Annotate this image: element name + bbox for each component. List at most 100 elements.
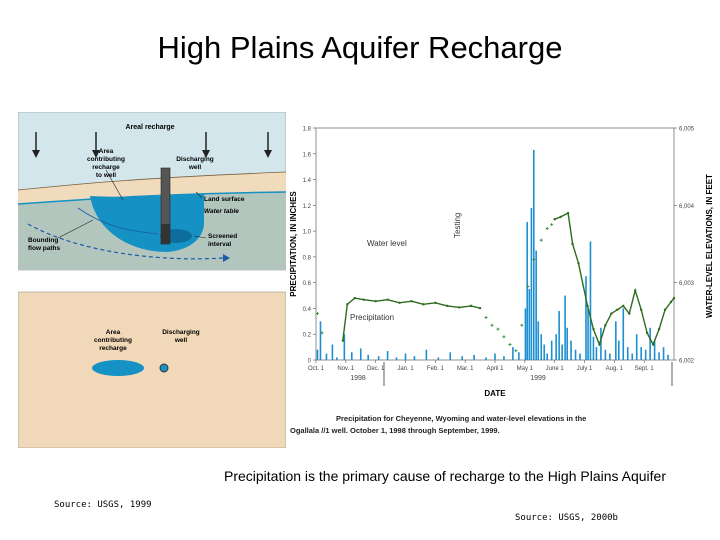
recharge-arrow-icons <box>32 132 272 158</box>
precip-bar <box>667 354 669 360</box>
water-level-point <box>628 312 631 315</box>
bounding-line2: flow paths <box>28 245 61 252</box>
y-tick-label: 1.4 <box>303 178 312 184</box>
water-level-estimated-point <box>532 257 536 261</box>
precip-bar <box>543 344 546 360</box>
water-level-point <box>386 298 389 301</box>
precip-bar <box>574 349 577 360</box>
water-level-series <box>315 211 676 353</box>
discharging-well-line1: Discharging <box>176 156 214 163</box>
x-tick-label: Sept. 1 <box>635 366 655 372</box>
precip-bar <box>653 340 656 360</box>
water-level-estimated-point <box>496 327 500 331</box>
source-left: Source: USGS, 1999 <box>54 500 152 510</box>
precip-bar <box>331 344 334 360</box>
water-level-point <box>362 298 365 301</box>
discharging-well-icon <box>159 363 169 373</box>
precip-bar <box>485 357 487 360</box>
x-tick-label: Nov. 1 <box>337 366 355 372</box>
x-tick-label: Dec. 1 <box>367 366 385 372</box>
precip-bar <box>644 349 647 360</box>
year-label-1999: 1999 <box>530 375 546 382</box>
precip-bar <box>367 354 370 360</box>
water-level-point <box>634 289 637 292</box>
discharging-well-line2: well <box>188 164 201 171</box>
chart-caption-line2: Ogallala //1 well. October 1, 1998 throu… <box>290 426 500 435</box>
water-level-point <box>353 296 356 300</box>
x-tick-label: Aug. 1 <box>606 366 624 372</box>
precip-bar <box>626 347 629 360</box>
water-level-estimated-point <box>514 349 518 353</box>
slide-title: High Plains Aquifer Recharge <box>157 30 563 65</box>
precip-bar <box>386 350 389 360</box>
water-level-point <box>410 300 413 303</box>
y2-tick-label: 6,004 <box>679 204 695 210</box>
y-axis-ticks: 0 0.2 0.4 0.6 0.8 1.0 1.2 1.4 1.6 1.8 <box>303 127 316 365</box>
precip-bar <box>530 207 533 360</box>
precip-bar <box>546 353 549 360</box>
contributing-area-shape <box>92 360 144 376</box>
precip-bar <box>631 353 634 360</box>
water-level-point <box>566 211 570 215</box>
bounding-line1: Bounding <box>28 237 58 244</box>
water-level-estimated-point <box>539 238 543 242</box>
precip-bar <box>535 250 537 360</box>
water-level-point <box>669 300 673 304</box>
cross-section-panel: Areal recharge Area contributing recharg… <box>18 112 286 271</box>
precip-bar <box>336 357 338 360</box>
precip-bar <box>589 241 592 360</box>
water-level-point <box>446 304 449 308</box>
precip-bar <box>449 352 452 360</box>
water-level-point <box>586 304 589 308</box>
y-tick-label: 0.6 <box>303 281 312 287</box>
precip-bar <box>570 340 572 360</box>
plan-area-line3: recharge <box>99 345 127 352</box>
plan-well-line1: Discharging <box>162 329 200 336</box>
land-surface-label: Land surface <box>204 196 245 203</box>
water-level-point <box>478 306 482 310</box>
precip-bar <box>579 353 581 360</box>
precip-bar <box>649 327 651 360</box>
precip-bar <box>566 327 568 360</box>
y-tick-label: 1.0 <box>303 230 312 236</box>
precip-bar <box>595 347 598 360</box>
testing-annotation: Testing <box>453 213 462 238</box>
precip-bar <box>512 347 514 360</box>
y-axis-label: PRECIPITATION, IN INCHES <box>289 191 298 297</box>
water-level-point <box>374 300 377 303</box>
precip-bar <box>600 327 602 360</box>
precip-bar <box>494 353 496 360</box>
y-tick-label: 1.6 <box>303 152 312 158</box>
areal-recharge-label: Areal recharge <box>125 124 174 131</box>
precip-bar <box>395 357 398 360</box>
precip-bar <box>532 149 535 360</box>
precipitation-annotation: Precipitation <box>350 313 394 322</box>
water-level-point <box>469 304 473 308</box>
water-level-estimated-point <box>526 285 530 289</box>
plan-area-line2: contributing <box>94 337 132 344</box>
contributing-line1: Area <box>99 148 114 155</box>
year-label-1998: 1998 <box>350 375 366 382</box>
x-tick-label: Jan. 1 <box>397 366 414 372</box>
precip-bar <box>587 308 589 360</box>
water-level-point <box>657 327 661 331</box>
plan-view-panel: Area contributing recharge Discharging w… <box>18 291 286 448</box>
plot-area <box>315 127 675 361</box>
water-table-label: Water table <box>204 208 239 215</box>
x-axis-label: DATE <box>484 389 506 398</box>
precip-bar <box>592 336 595 360</box>
water-level-point <box>422 303 425 306</box>
precip-bar <box>540 334 543 360</box>
water-level-point <box>645 331 649 335</box>
precip-bar <box>343 334 346 360</box>
y-tick-label: 0.8 <box>303 255 312 261</box>
water-level-estimated-point <box>550 223 554 227</box>
y-tick-label: 0.4 <box>303 307 312 313</box>
y2-tick-label: 6,005 <box>679 127 695 133</box>
y-tick-label: 0 <box>308 359 312 365</box>
precip-bar <box>537 321 540 360</box>
precip-waterlevel-chart: 00.20.40.60.81.01.21.41.61.8 6,0026,0036… <box>289 127 714 436</box>
precip-bar <box>609 353 611 360</box>
x-tick-label: July 1 <box>577 366 593 372</box>
water-level-point <box>559 215 562 219</box>
